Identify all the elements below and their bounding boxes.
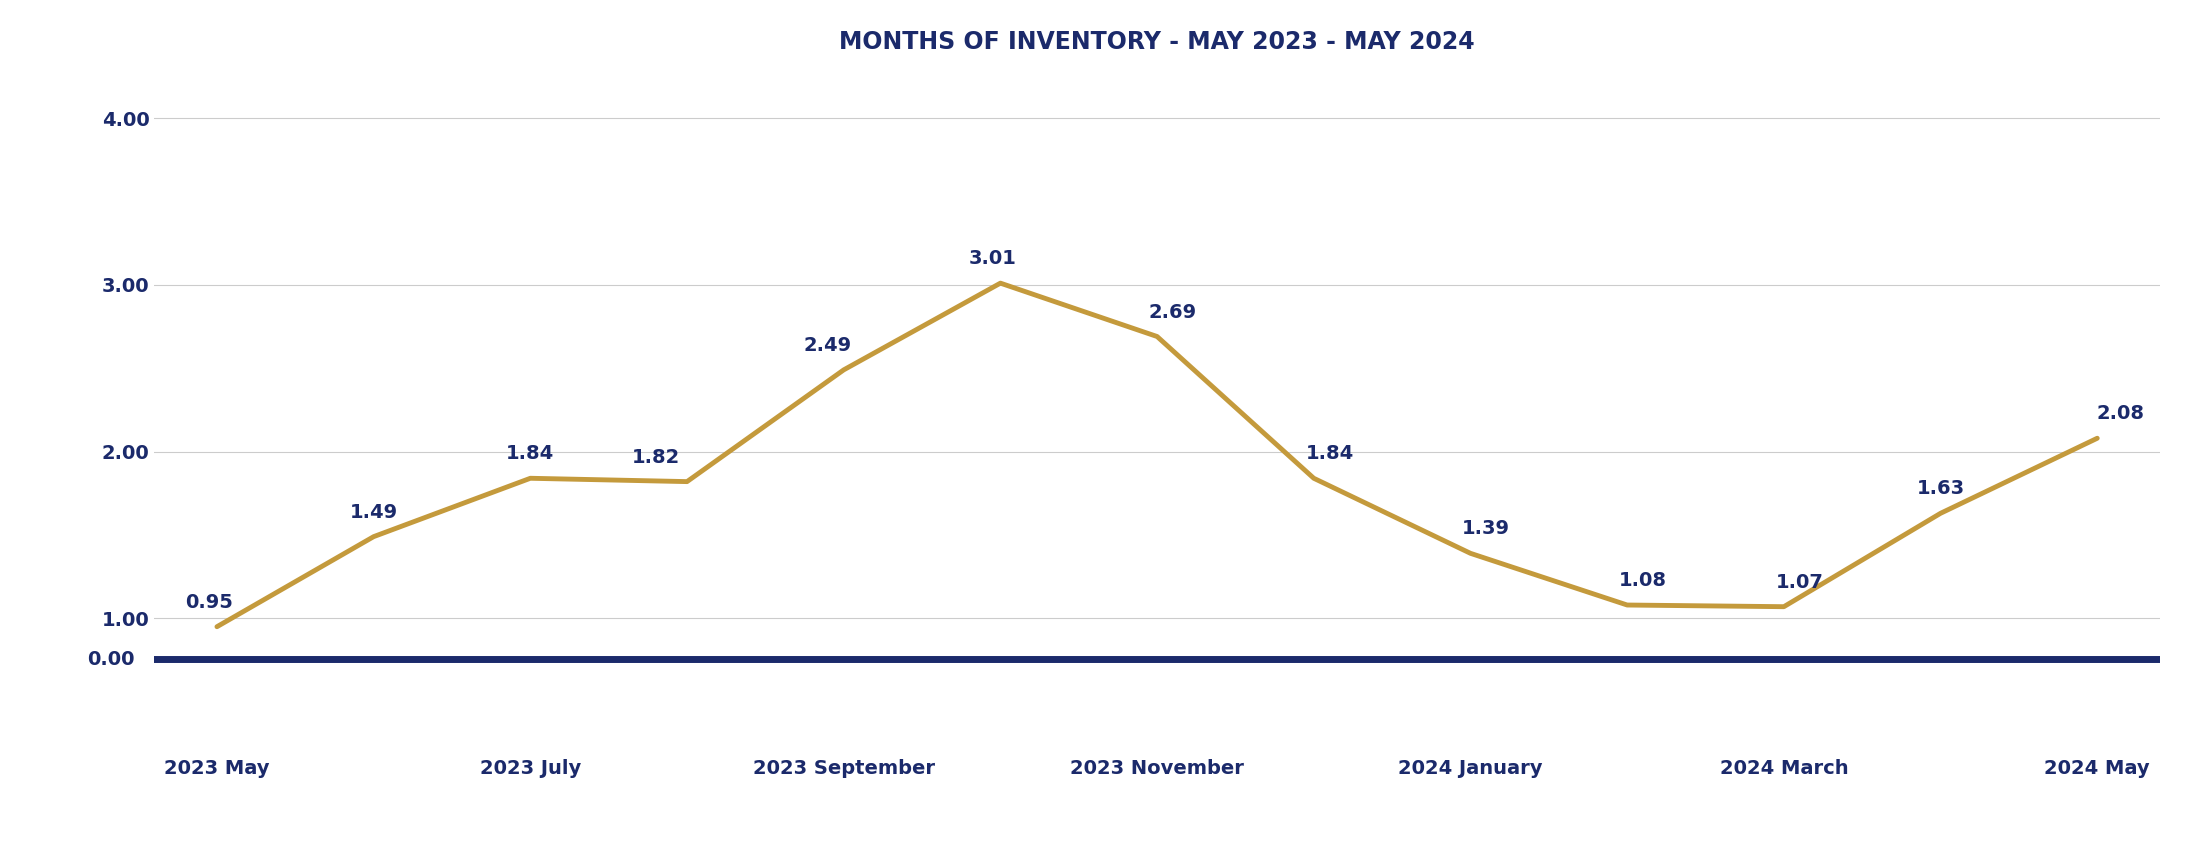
Text: 2.69: 2.69 [1148, 303, 1197, 321]
Text: 1.84: 1.84 [1305, 445, 1353, 463]
Text: 1.63: 1.63 [1917, 479, 1964, 498]
Text: 2.08: 2.08 [2096, 405, 2144, 423]
Text: 1.39: 1.39 [1461, 519, 1510, 538]
Text: 0.95: 0.95 [185, 592, 234, 612]
Text: 2.49: 2.49 [804, 336, 853, 354]
Text: 1.07: 1.07 [1776, 573, 1823, 592]
Title: MONTHS OF INVENTORY - MAY 2023 - MAY 2024: MONTHS OF INVENTORY - MAY 2023 - MAY 202… [840, 30, 1474, 54]
Text: 1.84: 1.84 [507, 445, 555, 463]
Text: 1.82: 1.82 [633, 448, 679, 467]
Text: 1.08: 1.08 [1620, 571, 1666, 590]
Text: 0.00: 0.00 [86, 649, 134, 669]
Text: 1.49: 1.49 [350, 502, 397, 522]
Text: 3.01: 3.01 [968, 249, 1016, 268]
